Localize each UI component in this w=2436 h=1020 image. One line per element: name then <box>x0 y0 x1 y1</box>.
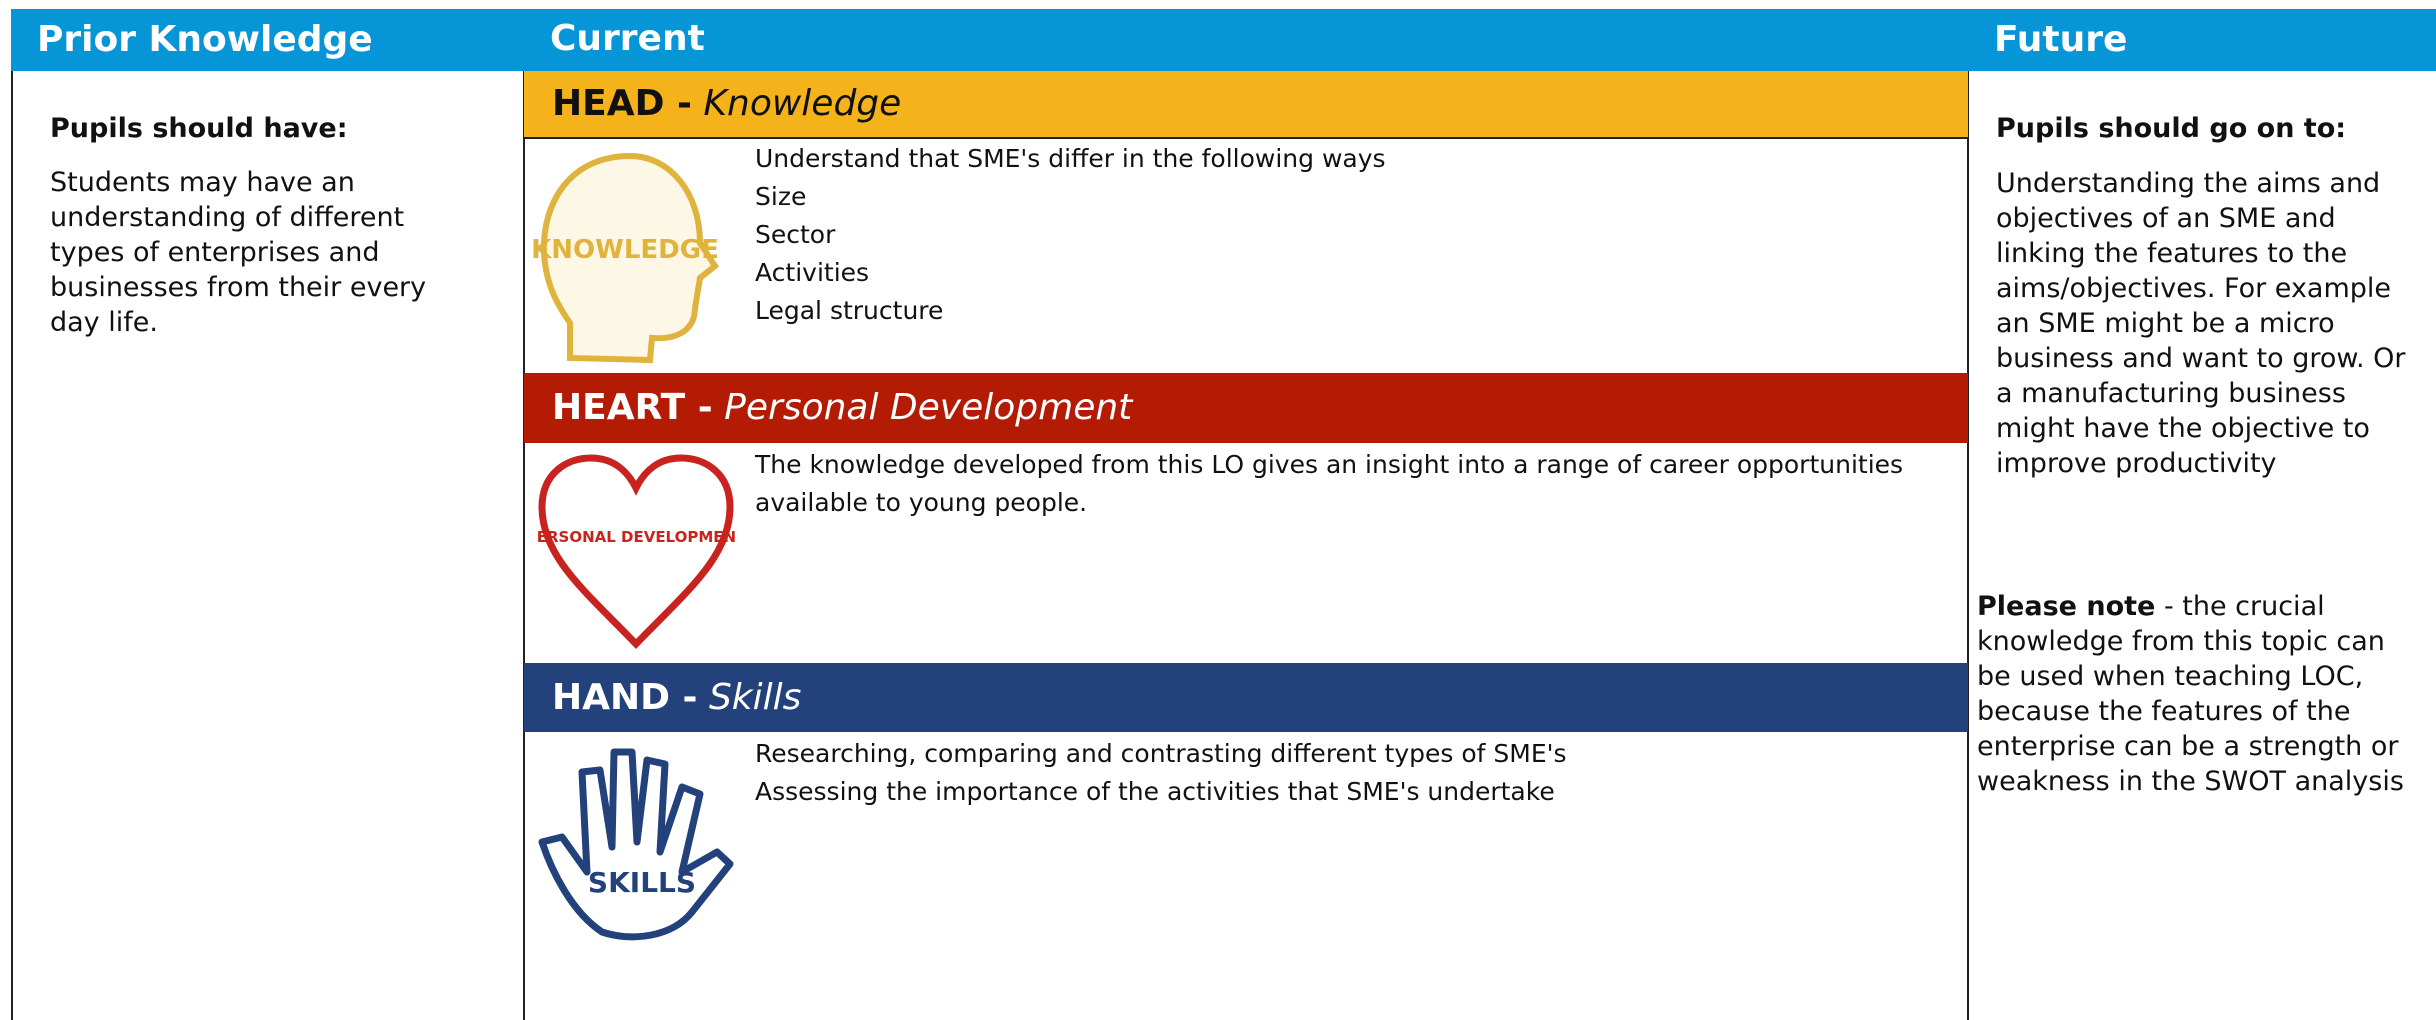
content-line: Understand that SME's differ in the foll… <box>755 144 1386 173</box>
icon-label: PERSONAL DEVELOPMENT <box>536 528 736 546</box>
hand-shape <box>538 748 734 941</box>
future-text: Understanding the aims and objectives of… <box>1996 168 2406 479</box>
head-subtitle: Knowledge <box>703 83 902 124</box>
content-line: Researching, comparing and contrasting d… <box>755 739 1567 768</box>
heart-shape <box>538 454 734 650</box>
header-current: Current <box>524 9 1968 71</box>
future-note: Please note - the crucial knowledge from… <box>1977 589 2417 799</box>
content-line: Legal structure <box>755 296 944 325</box>
hand-subtitle: Skills <box>708 677 802 718</box>
header-prior: Prior Knowledge <box>11 9 524 71</box>
hand-label: HAND - <box>552 677 698 718</box>
header-future: Future <box>1968 9 2436 71</box>
heart-label: HEART - <box>552 387 713 428</box>
border <box>524 137 1968 139</box>
content-line: Size <box>755 182 807 211</box>
heart-content: The knowledge developed from this LO giv… <box>755 446 1945 522</box>
heart-icon: PERSONAL DEVELOPMENT <box>536 454 736 650</box>
content-line: Assessing the importance of the activiti… <box>755 777 1555 806</box>
icon-label: SKILLS <box>588 866 696 899</box>
note-label: Please note <box>1977 591 2156 622</box>
content-line: Sector <box>755 220 836 249</box>
knowledge-icon: KNOWLEDGE <box>531 152 720 364</box>
head-shape <box>540 152 720 364</box>
heart-subtitle: Personal Development <box>724 387 1133 428</box>
head-content: Understand that SME's differ in the foll… <box>755 140 1945 330</box>
content-line: Activities <box>755 258 870 287</box>
prior-heading: Pupils should have: <box>50 113 348 144</box>
heart-bar: HEART - Personal Development <box>524 373 1968 443</box>
border <box>11 71 13 1020</box>
prior-text: Students may have an understanding of di… <box>50 167 427 338</box>
border <box>523 71 525 1020</box>
border <box>1967 71 1969 1020</box>
head-bar: HEAD - Knowledge <box>524 71 1968 138</box>
hand-icon: SKILLS <box>538 748 734 941</box>
hand-bar: HAND - Skills <box>524 663 1968 732</box>
future-heading: Pupils should go on to: <box>1996 113 2347 144</box>
hand-content: Researching, comparing and contrasting d… <box>755 735 1945 811</box>
head-label: HEAD - <box>552 83 692 124</box>
icon-label: KNOWLEDGE <box>531 235 719 265</box>
note-text: - the crucial knowledge from this topic … <box>1977 591 2404 797</box>
content-line: The knowledge developed from this LO giv… <box>755 450 1904 517</box>
